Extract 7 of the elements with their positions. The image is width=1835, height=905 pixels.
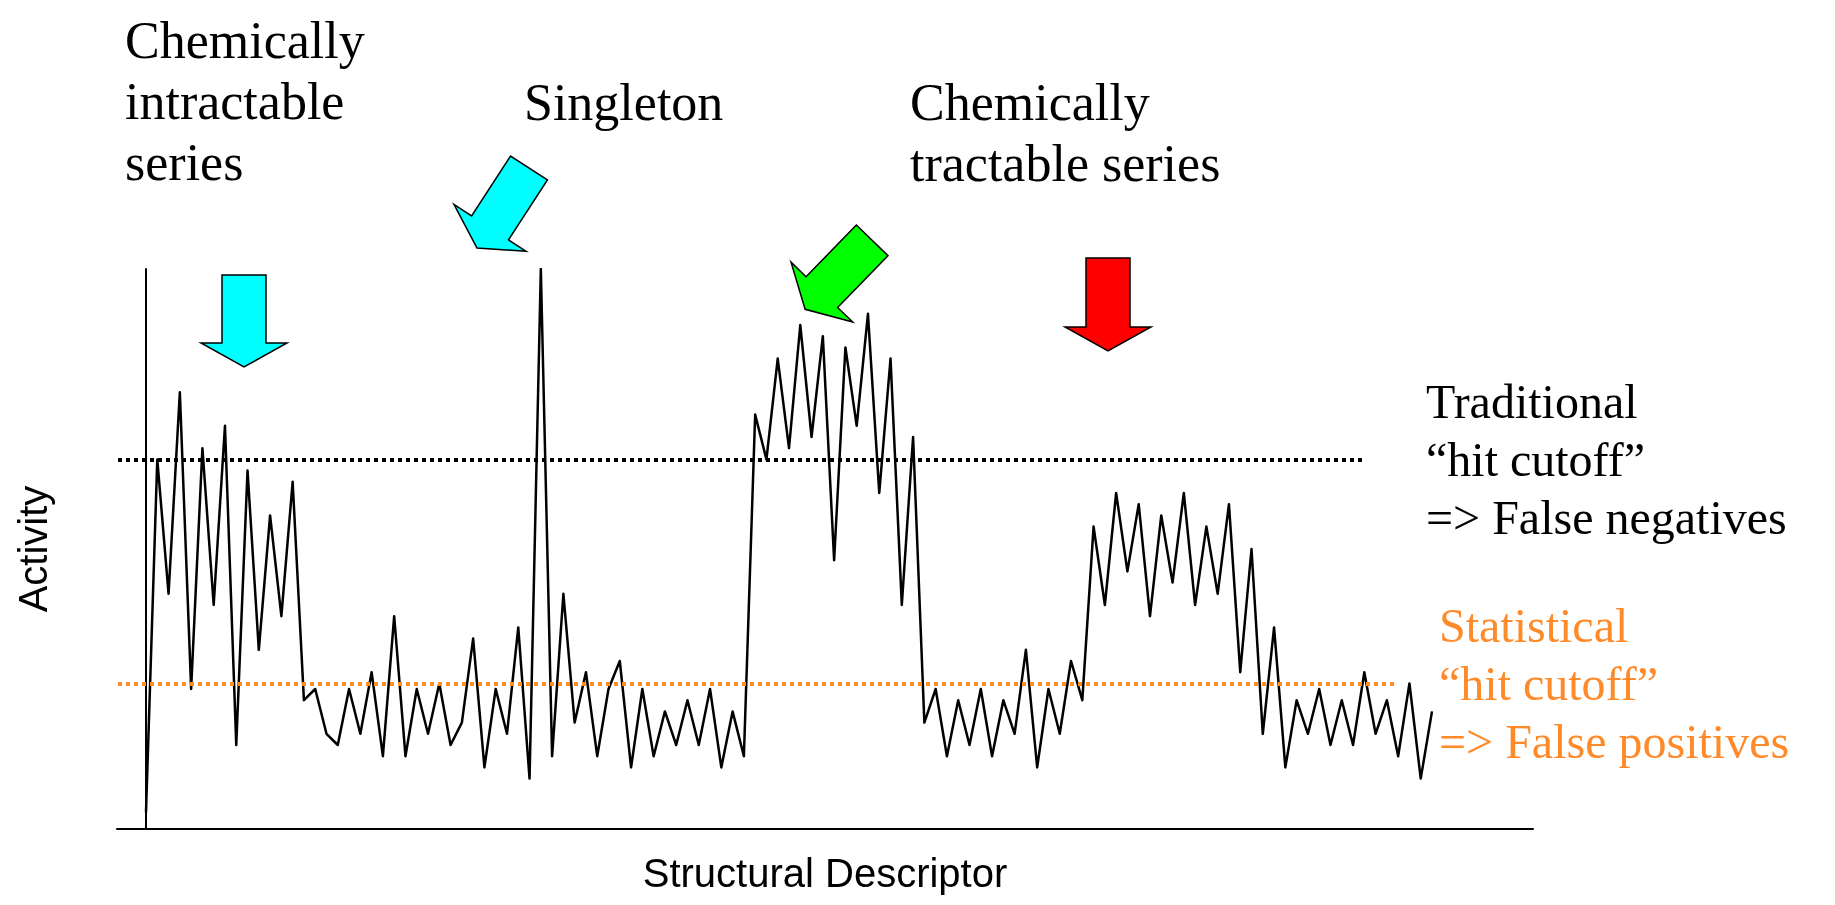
x-axis-title: Structural Descriptor bbox=[642, 851, 1008, 895]
y-axis-title: Activity bbox=[11, 485, 55, 613]
text: Chemically tractable series bbox=[910, 74, 1221, 192]
ref-line-label: Traditional “hit cutoff” => False negatives bbox=[1426, 374, 1787, 544]
text: Singleton bbox=[524, 74, 724, 131]
text: Chemically intractable series bbox=[125, 12, 365, 191]
ref-line-label: Statistical “hit cutoff” => False positives bbox=[1439, 598, 1790, 768]
